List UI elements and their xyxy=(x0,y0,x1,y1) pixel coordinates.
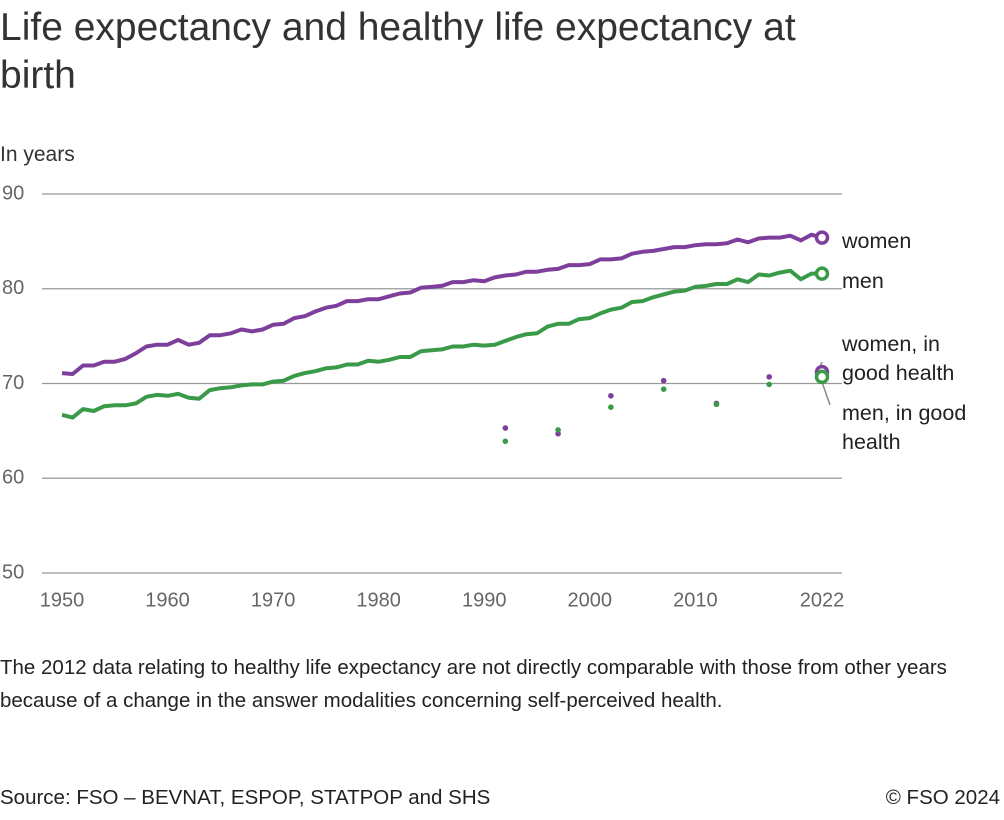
y-tick-label: 80 xyxy=(2,277,24,299)
point xyxy=(555,427,561,433)
series-line xyxy=(61,268,822,420)
source: Source: FSO – BEVNAT, ESPOP, STATPOP and… xyxy=(0,786,491,809)
y-axis-label: In years xyxy=(0,143,75,166)
point xyxy=(766,374,773,380)
point xyxy=(713,401,720,408)
copyright: © FSO 2024 xyxy=(885,786,1000,809)
point xyxy=(608,393,614,399)
x-tick-label: 1950 xyxy=(40,589,85,611)
y-tick-label: 50 xyxy=(2,561,24,583)
y-tick-label: 70 xyxy=(2,372,24,394)
y-tick-label: 60 xyxy=(2,467,24,489)
end-marker xyxy=(814,369,830,385)
x-tick-label: 2022 xyxy=(800,589,845,611)
end-marker xyxy=(814,230,830,245)
x-tick-label: 2010 xyxy=(673,589,718,611)
series-line xyxy=(61,232,823,376)
series-label: women, in good health xyxy=(842,332,955,385)
point xyxy=(502,425,509,431)
leader-line xyxy=(821,381,831,406)
point xyxy=(502,438,509,445)
point xyxy=(766,381,773,388)
x-tick-label: 1970 xyxy=(251,589,296,611)
x-tick-label: 1980 xyxy=(356,589,401,611)
y-tick-label: 90 xyxy=(2,182,24,204)
chart: 50 60 70 80 90 1950 1960 1970 1980 1990 2000 2010 20… xyxy=(2,182,845,611)
series-label: men, in good health xyxy=(842,401,967,454)
point xyxy=(660,377,667,384)
note: The 2012 data relating to healthy life e… xyxy=(0,656,947,712)
series-label: men xyxy=(842,269,884,293)
x-tick-label: 2000 xyxy=(568,589,613,611)
point xyxy=(608,404,614,410)
chart-title: Life expectancy and healthy life expecta… xyxy=(0,6,796,97)
point xyxy=(660,386,667,392)
x-tick-label: 1990 xyxy=(462,589,507,611)
series-label: women xyxy=(842,229,912,253)
x-tick-label: 1960 xyxy=(145,589,190,611)
end-marker xyxy=(814,266,830,281)
